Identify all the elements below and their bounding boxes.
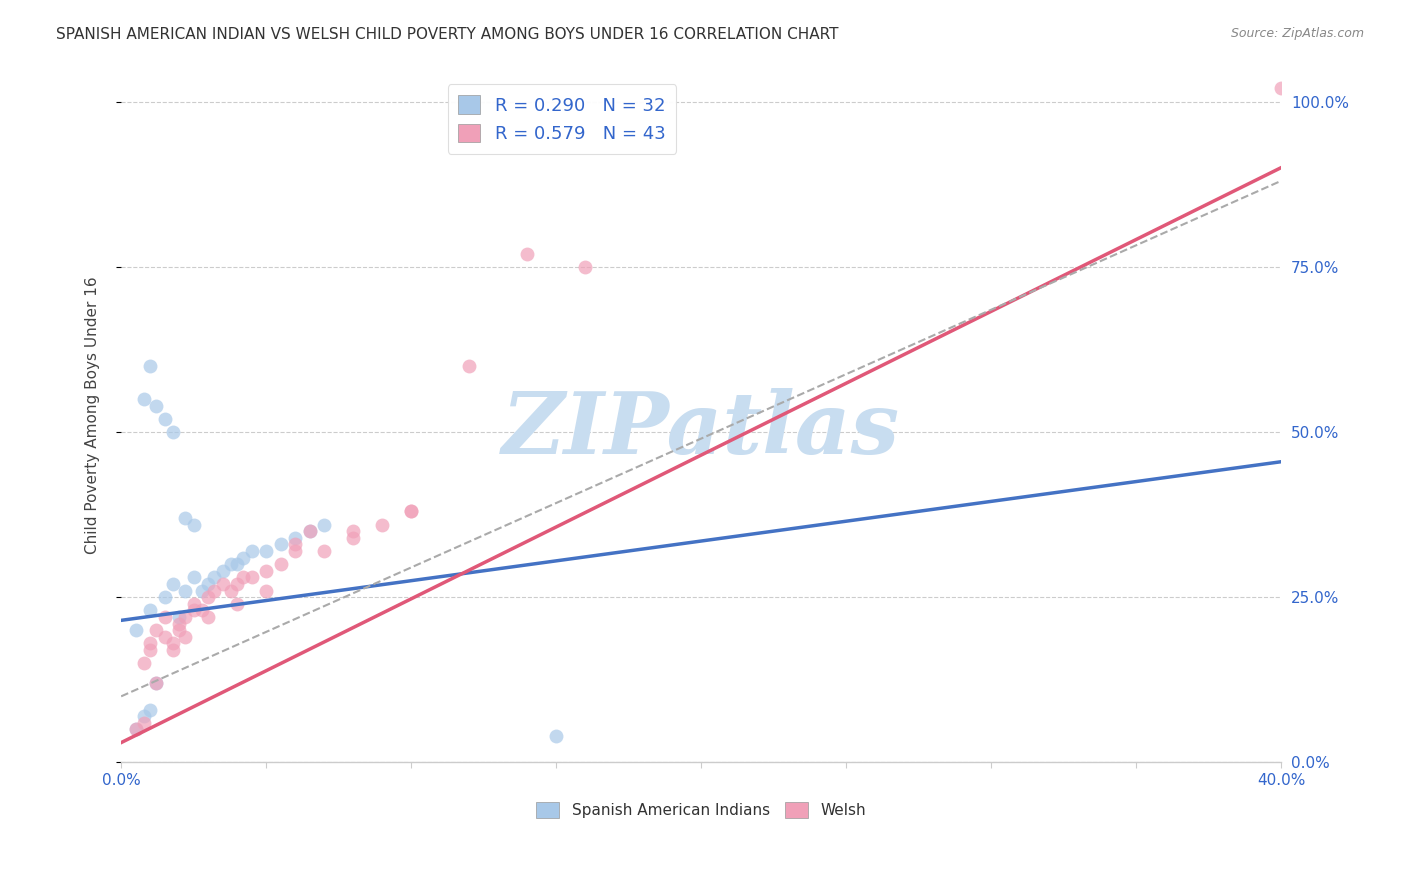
- Point: [371, 517, 394, 532]
- Point: [162, 577, 184, 591]
- Point: [134, 715, 156, 730]
- Point: [153, 610, 176, 624]
- Point: [183, 570, 205, 584]
- Point: [202, 570, 225, 584]
- Point: [145, 676, 167, 690]
- Text: SPANISH AMERICAN INDIAN VS WELSH CHILD POVERTY AMONG BOYS UNDER 16 CORRELATION C: SPANISH AMERICAN INDIAN VS WELSH CHILD P…: [56, 27, 839, 42]
- Point: [167, 616, 190, 631]
- Point: [197, 577, 219, 591]
- Point: [183, 603, 205, 617]
- Point: [516, 246, 538, 260]
- Point: [139, 636, 162, 650]
- Y-axis label: Child Poverty Among Boys Under 16: Child Poverty Among Boys Under 16: [86, 277, 100, 554]
- Point: [134, 392, 156, 406]
- Point: [145, 676, 167, 690]
- Point: [153, 630, 176, 644]
- Point: [134, 709, 156, 723]
- Point: [314, 517, 336, 532]
- Text: Source: ZipAtlas.com: Source: ZipAtlas.com: [1230, 27, 1364, 40]
- Point: [139, 702, 162, 716]
- Point: [174, 630, 197, 644]
- Point: [162, 643, 184, 657]
- Point: [211, 577, 233, 591]
- Point: [342, 531, 364, 545]
- Point: [197, 610, 219, 624]
- Point: [342, 524, 364, 538]
- Point: [139, 359, 162, 373]
- Point: [232, 550, 254, 565]
- Point: [546, 729, 568, 743]
- Point: [226, 597, 249, 611]
- Point: [254, 583, 277, 598]
- Point: [314, 544, 336, 558]
- Point: [240, 544, 263, 558]
- Point: [124, 723, 146, 737]
- Point: [226, 557, 249, 571]
- Text: ZIPatlas: ZIPatlas: [502, 388, 900, 471]
- Point: [232, 570, 254, 584]
- Point: [202, 583, 225, 598]
- Point: [284, 544, 307, 558]
- Legend: Spanish American Indians, Welsh: Spanish American Indians, Welsh: [530, 796, 872, 824]
- Point: [254, 564, 277, 578]
- Point: [211, 564, 233, 578]
- Point: [174, 511, 197, 525]
- Point: [1270, 81, 1292, 95]
- Point: [399, 504, 422, 518]
- Point: [284, 537, 307, 551]
- Point: [167, 610, 190, 624]
- Point: [153, 591, 176, 605]
- Point: [197, 591, 219, 605]
- Point: [167, 624, 190, 638]
- Point: [298, 524, 321, 538]
- Point: [191, 603, 214, 617]
- Point: [221, 557, 243, 571]
- Point: [240, 570, 263, 584]
- Point: [458, 359, 481, 373]
- Point: [191, 583, 214, 598]
- Point: [139, 643, 162, 657]
- Point: [124, 723, 146, 737]
- Point: [270, 537, 292, 551]
- Point: [298, 524, 321, 538]
- Point: [254, 544, 277, 558]
- Point: [284, 531, 307, 545]
- Point: [174, 583, 197, 598]
- Point: [145, 624, 167, 638]
- Point: [174, 610, 197, 624]
- Point: [134, 657, 156, 671]
- Point: [162, 425, 184, 439]
- Point: [574, 260, 596, 274]
- Point: [270, 557, 292, 571]
- Point: [183, 517, 205, 532]
- Point: [139, 603, 162, 617]
- Point: [162, 636, 184, 650]
- Point: [399, 504, 422, 518]
- Point: [183, 597, 205, 611]
- Point: [145, 399, 167, 413]
- Point: [153, 411, 176, 425]
- Point: [124, 624, 146, 638]
- Point: [221, 583, 243, 598]
- Point: [226, 577, 249, 591]
